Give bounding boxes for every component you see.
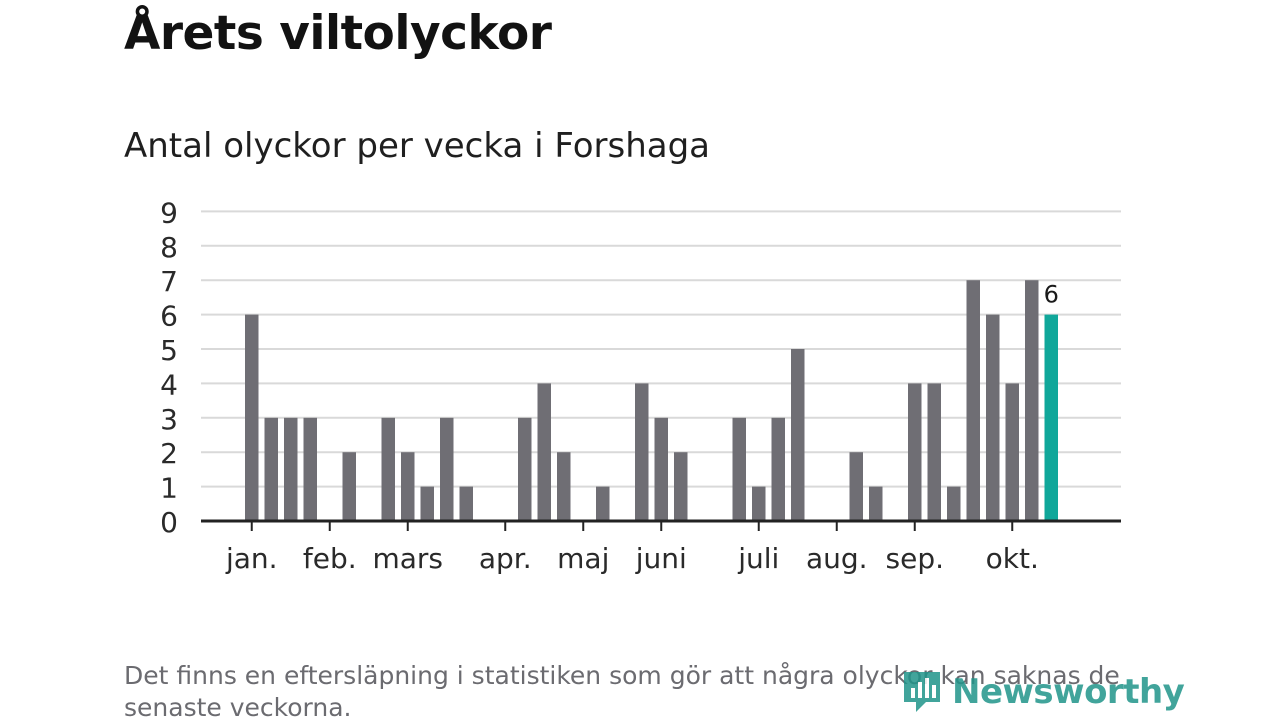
- x-tick-label: juni: [635, 542, 687, 575]
- bar: [966, 280, 980, 521]
- bar-current-week: [1044, 314, 1058, 521]
- bars: [245, 280, 1058, 521]
- bar: [420, 486, 434, 521]
- bar: [849, 452, 863, 521]
- y-tick-label: 4: [160, 368, 178, 401]
- bar: [732, 417, 746, 521]
- x-tick-label: sep.: [886, 542, 945, 575]
- bar: [459, 486, 473, 521]
- bar: [1005, 383, 1019, 521]
- x-tick-label: maj: [557, 542, 609, 575]
- bar: [284, 417, 298, 521]
- bar: [596, 486, 610, 521]
- brand-name: Newsworthy: [952, 672, 1185, 712]
- x-tick-label: jan.: [225, 542, 278, 575]
- y-tick-label: 1: [160, 472, 178, 505]
- highlight-data-label: 6: [1044, 281, 1059, 309]
- bar: [752, 486, 766, 521]
- y-tick-label: 0: [160, 506, 178, 539]
- bar: [654, 417, 668, 521]
- bar: [869, 486, 883, 521]
- bar: [1025, 280, 1039, 521]
- bar: [986, 314, 1000, 521]
- x-tick-label: aug.: [806, 542, 868, 575]
- y-tick-label: 7: [160, 265, 178, 298]
- footnote: Det finns en eftersläpning i statistiken…: [124, 661, 1120, 722]
- bar: [518, 417, 532, 521]
- x-tick-label: mars: [372, 542, 443, 575]
- bar: [401, 452, 415, 521]
- bar: [674, 452, 688, 521]
- bar: [947, 486, 961, 521]
- y-tick-label: 8: [160, 231, 178, 264]
- bar: [908, 383, 922, 521]
- bar: [771, 417, 785, 521]
- bar: [791, 349, 805, 521]
- bar: [635, 383, 649, 521]
- bar: [303, 417, 317, 521]
- bar: [927, 383, 941, 521]
- y-tick-label: 3: [160, 403, 178, 436]
- chart-subtitle: Antal olyckor per vecka i Forshaga: [124, 126, 711, 166]
- bar: [381, 417, 395, 521]
- y-tick-label: 2: [160, 437, 178, 470]
- bar: [537, 383, 551, 521]
- bar: [440, 417, 454, 521]
- newsworthy-logo-icon: [904, 672, 940, 712]
- x-tick-label: feb.: [303, 542, 357, 575]
- x-tick-label: okt.: [986, 542, 1039, 575]
- y-tick-label: 6: [160, 300, 178, 333]
- chart-title: Årets viltolyckor: [124, 6, 552, 61]
- bar: [264, 417, 278, 521]
- x-tick-label: apr.: [479, 542, 532, 575]
- y-tick-label: 9: [160, 196, 178, 229]
- x-axis-ticks: jan. feb. mars apr. maj juni juli aug. sep. okt.: [225, 521, 1039, 575]
- x-tick-label: juli: [737, 542, 779, 575]
- bar: [245, 314, 259, 521]
- bar: [557, 452, 571, 521]
- y-tick-label: 5: [160, 334, 178, 367]
- brand-logo: Newsworthy: [900, 668, 1185, 716]
- bar: [342, 452, 356, 521]
